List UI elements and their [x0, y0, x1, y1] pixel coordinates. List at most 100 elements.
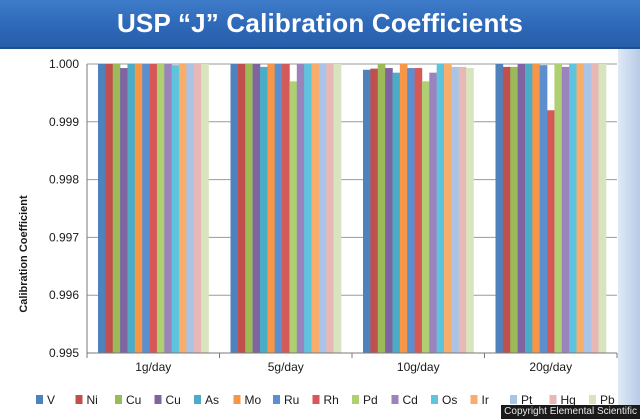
- bar: [282, 64, 290, 353]
- bar: [179, 64, 187, 353]
- bar: [259, 66, 268, 353]
- y-tick-label: 0.998: [49, 173, 79, 187]
- bar: [252, 64, 261, 353]
- y-tick-label: 1.000: [49, 57, 79, 71]
- legend-swatch: [75, 395, 83, 404]
- bar: [414, 68, 423, 354]
- legend-swatch: [510, 395, 517, 404]
- bar: [466, 68, 474, 354]
- bar: [230, 64, 239, 353]
- legend-label: Os: [442, 393, 457, 407]
- legend-swatch: [233, 395, 241, 404]
- legend-swatch: [312, 395, 320, 404]
- bar: [274, 64, 283, 353]
- legend-label: Pt: [521, 393, 533, 407]
- y-tick-label: 0.995: [49, 346, 79, 360]
- legend-swatch: [36, 395, 43, 404]
- legend-swatch: [154, 395, 162, 404]
- right-decor-stripe: [618, 49, 640, 419]
- bar: [524, 64, 533, 353]
- bar: [304, 64, 312, 353]
- bar: [186, 64, 195, 353]
- bar: [333, 64, 342, 353]
- legend-layer: V Ni Cu Cu As Mo Ru Rh Pd Cd Os Ir Pt Hg Pb: [36, 393, 615, 407]
- bar: [598, 64, 607, 353]
- legend-swatch: [352, 395, 359, 404]
- legend-label: Ru: [284, 393, 299, 407]
- bar: [429, 72, 437, 354]
- bar: [171, 65, 180, 353]
- legend-label: Rh: [324, 393, 339, 407]
- x-category-label: 5g/day: [268, 360, 304, 374]
- bar: [561, 66, 570, 353]
- legend-label: Hg: [561, 393, 576, 407]
- bar: [532, 64, 540, 353]
- bar: [591, 64, 599, 353]
- y-tick-label: 0.999: [49, 115, 79, 129]
- bar: [444, 64, 452, 353]
- bar: [370, 68, 379, 354]
- legend-swatch: [115, 395, 122, 404]
- legend-label: V: [47, 393, 55, 407]
- legend-label: Cu: [126, 393, 141, 407]
- bar: [363, 69, 371, 353]
- bar: [237, 64, 246, 353]
- bars-layer: [98, 64, 607, 354]
- legend-label: Cu: [166, 393, 181, 407]
- bar: [539, 65, 548, 353]
- bar: [201, 64, 209, 353]
- legend-label: As: [205, 393, 219, 407]
- bar: [156, 64, 165, 353]
- bar: [142, 64, 150, 353]
- bar: [407, 68, 415, 354]
- x-category-label: 1g/day: [135, 360, 171, 374]
- legend-label: Ir: [482, 393, 489, 407]
- bar: [569, 64, 577, 353]
- x-category-label: 20g/day: [529, 360, 572, 374]
- bar: [377, 64, 386, 353]
- legend-label: Ni: [87, 393, 98, 407]
- copyright-notice: Copyright Elemental Scientific: [501, 405, 640, 419]
- legend-swatch: [391, 395, 399, 404]
- slide-title: USP “J” Calibration Coefficients: [116, 8, 524, 38]
- bar: [105, 64, 114, 353]
- bar: [517, 64, 526, 353]
- bar: [458, 66, 467, 353]
- bar: [502, 66, 511, 353]
- legend-label: Pd: [363, 393, 378, 407]
- legend-swatch: [589, 395, 596, 404]
- bar: [164, 64, 172, 353]
- y-tick-label: 0.996: [49, 288, 79, 302]
- bar: [318, 64, 327, 353]
- legend-swatch: [194, 395, 201, 404]
- bar: [245, 64, 253, 353]
- bar: [289, 81, 298, 353]
- legend-label: Pb: [600, 393, 615, 407]
- bar: [495, 64, 504, 353]
- bar: [436, 64, 445, 353]
- legend-swatch: [470, 395, 478, 404]
- bar: [296, 64, 305, 353]
- bar: [149, 64, 158, 353]
- y-tick-label: 0.997: [49, 230, 79, 244]
- legend-label: Mo: [245, 393, 262, 407]
- bar: [576, 64, 585, 353]
- legend-label: Cd: [403, 393, 418, 407]
- calibration-coefficient-chart: 0.995 0.996 0.997 0.998 0.999 1.000 1g/day 5g/d…: [18, 57, 618, 407]
- bar: [554, 64, 563, 353]
- bar: [583, 64, 592, 353]
- bar: [399, 64, 408, 353]
- bar: [193, 64, 202, 353]
- bar: [311, 64, 320, 353]
- bar: [385, 68, 393, 354]
- bar: [326, 64, 334, 353]
- axis-layer: 0.995 0.996 0.997 0.998 0.999 1.000 1g/day 5g/d…: [49, 57, 618, 374]
- bar: [392, 72, 401, 354]
- bar: [98, 64, 106, 353]
- bar: [112, 64, 121, 353]
- bar: [134, 64, 143, 353]
- bar: [547, 110, 555, 353]
- x-category-label: 10g/day: [397, 360, 440, 374]
- title-bar: USP “J” Calibration Coefficients: [0, 0, 640, 49]
- bar: [127, 64, 136, 353]
